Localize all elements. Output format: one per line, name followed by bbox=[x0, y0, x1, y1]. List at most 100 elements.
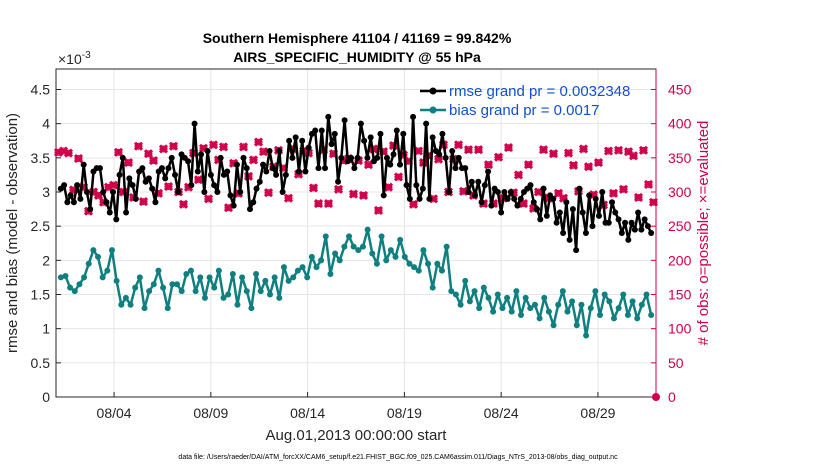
bias-point bbox=[327, 271, 334, 277]
x-tick-label: 08/09 bbox=[193, 405, 228, 421]
rmse-point bbox=[573, 247, 580, 254]
y-right-tick-label: 350 bbox=[668, 150, 692, 166]
bias-point bbox=[99, 274, 106, 281]
rmse-point bbox=[475, 178, 482, 185]
rmse-point bbox=[113, 216, 120, 223]
y-left-tick-label: 0.5 bbox=[31, 355, 51, 371]
obs-evaluated-marker bbox=[308, 183, 319, 193]
rmse-point bbox=[582, 230, 589, 236]
bias-point bbox=[267, 291, 274, 298]
rmse-point bbox=[175, 189, 182, 195]
obs-evaluated-marker bbox=[548, 149, 559, 159]
y-left-tick-label: 4.5 bbox=[31, 82, 51, 98]
rmse-point bbox=[445, 189, 452, 195]
rmse-point bbox=[625, 236, 632, 243]
bias-point bbox=[448, 288, 455, 295]
bias-point bbox=[355, 247, 362, 254]
obs-evaluated-marker bbox=[333, 184, 344, 194]
rmse-point bbox=[556, 209, 563, 216]
bias-point bbox=[578, 301, 585, 308]
rmse-point bbox=[452, 165, 459, 172]
y-axis-right-label: # of obs: o=possible; ×=evaluated bbox=[695, 121, 712, 346]
bias-point bbox=[383, 257, 390, 264]
rmse-point bbox=[361, 137, 368, 144]
bias-point bbox=[336, 257, 343, 264]
obs-evaluated-marker bbox=[138, 197, 149, 207]
rmse-point bbox=[282, 171, 289, 178]
rmse-point bbox=[481, 182, 488, 189]
rmse-point bbox=[377, 130, 384, 137]
rmse-point bbox=[119, 154, 126, 161]
rmse-point bbox=[635, 209, 642, 216]
bias-point bbox=[248, 305, 255, 312]
obs-evaluated-marker bbox=[613, 145, 624, 155]
bias-point bbox=[443, 243, 450, 250]
obs-evaluated-marker bbox=[123, 158, 134, 168]
rmse-point bbox=[61, 182, 68, 189]
obs-evaluated-marker bbox=[283, 193, 294, 203]
obs-evaluated-marker bbox=[383, 182, 394, 192]
bias-point bbox=[285, 277, 292, 284]
y-axis-right-ticks: 0 50 100 150 200 250 300 350 400 450 bbox=[651, 69, 692, 405]
obs-evaluated-marker bbox=[258, 147, 269, 157]
bias-point bbox=[494, 291, 501, 298]
rmse-point bbox=[335, 178, 342, 185]
rmse-point bbox=[139, 165, 146, 172]
bias-point bbox=[350, 243, 357, 250]
rmse-point bbox=[348, 154, 355, 161]
rmse-point bbox=[260, 161, 267, 168]
rmse-point bbox=[168, 154, 175, 161]
rmse-point bbox=[631, 226, 638, 233]
rmse-point bbox=[485, 168, 492, 175]
rmse-point bbox=[511, 195, 518, 202]
rmse-point bbox=[100, 189, 107, 195]
rmse-point bbox=[622, 219, 629, 226]
bias-point bbox=[606, 298, 613, 305]
rmse-point bbox=[302, 168, 309, 175]
rmse-point bbox=[263, 168, 270, 175]
rmse-point bbox=[116, 171, 123, 178]
bias-point bbox=[187, 267, 194, 274]
x-tick-label: 08/14 bbox=[290, 405, 325, 421]
bias-point bbox=[471, 288, 478, 295]
bias-point bbox=[211, 284, 218, 291]
rmse-point bbox=[426, 195, 433, 202]
obs-evaluated-marker bbox=[643, 179, 654, 190]
obs-evaluated-marker bbox=[323, 199, 334, 209]
bias-point bbox=[564, 308, 571, 315]
rmse-point bbox=[237, 189, 244, 195]
rmse-point bbox=[292, 134, 299, 141]
bias-point bbox=[341, 243, 348, 250]
obs-evaluated-marker bbox=[248, 155, 259, 165]
rmse-point bbox=[126, 175, 133, 182]
bias-point bbox=[150, 281, 157, 288]
bias-point bbox=[308, 253, 315, 260]
rmse-point bbox=[152, 199, 159, 206]
legend-bias-label: bias grand pr = 0.0017 bbox=[449, 102, 600, 119]
rmse-point bbox=[224, 168, 231, 175]
y-axis-left-label: rmse and bias (model - observation) bbox=[4, 113, 21, 353]
rmse-point bbox=[618, 230, 625, 236]
bias-point bbox=[541, 294, 548, 301]
rmse-point bbox=[494, 189, 501, 195]
bias-point bbox=[629, 298, 636, 305]
bias-point bbox=[401, 253, 408, 260]
bias-point bbox=[559, 288, 566, 295]
rmse-point bbox=[80, 161, 87, 168]
bias-point bbox=[141, 305, 148, 312]
rmse-point bbox=[403, 182, 410, 189]
bias-point bbox=[624, 312, 631, 318]
obs-evaluated-marker bbox=[238, 142, 249, 152]
rmse-point bbox=[560, 230, 567, 236]
rmse-point bbox=[276, 148, 283, 154]
bias-point bbox=[466, 298, 473, 305]
rmse-point bbox=[328, 141, 335, 148]
y-left-tick-label: 3.5 bbox=[31, 150, 51, 166]
obs-evaluated-marker bbox=[618, 184, 629, 194]
rmse-point bbox=[383, 154, 390, 161]
bias-point bbox=[536, 315, 543, 322]
bias-point bbox=[513, 288, 520, 295]
chart-title: Southern Hemisphere 41104 / 41169 = 99.8… bbox=[203, 30, 512, 46]
obs-evaluated-marker bbox=[563, 148, 574, 158]
bias-point bbox=[95, 253, 102, 260]
